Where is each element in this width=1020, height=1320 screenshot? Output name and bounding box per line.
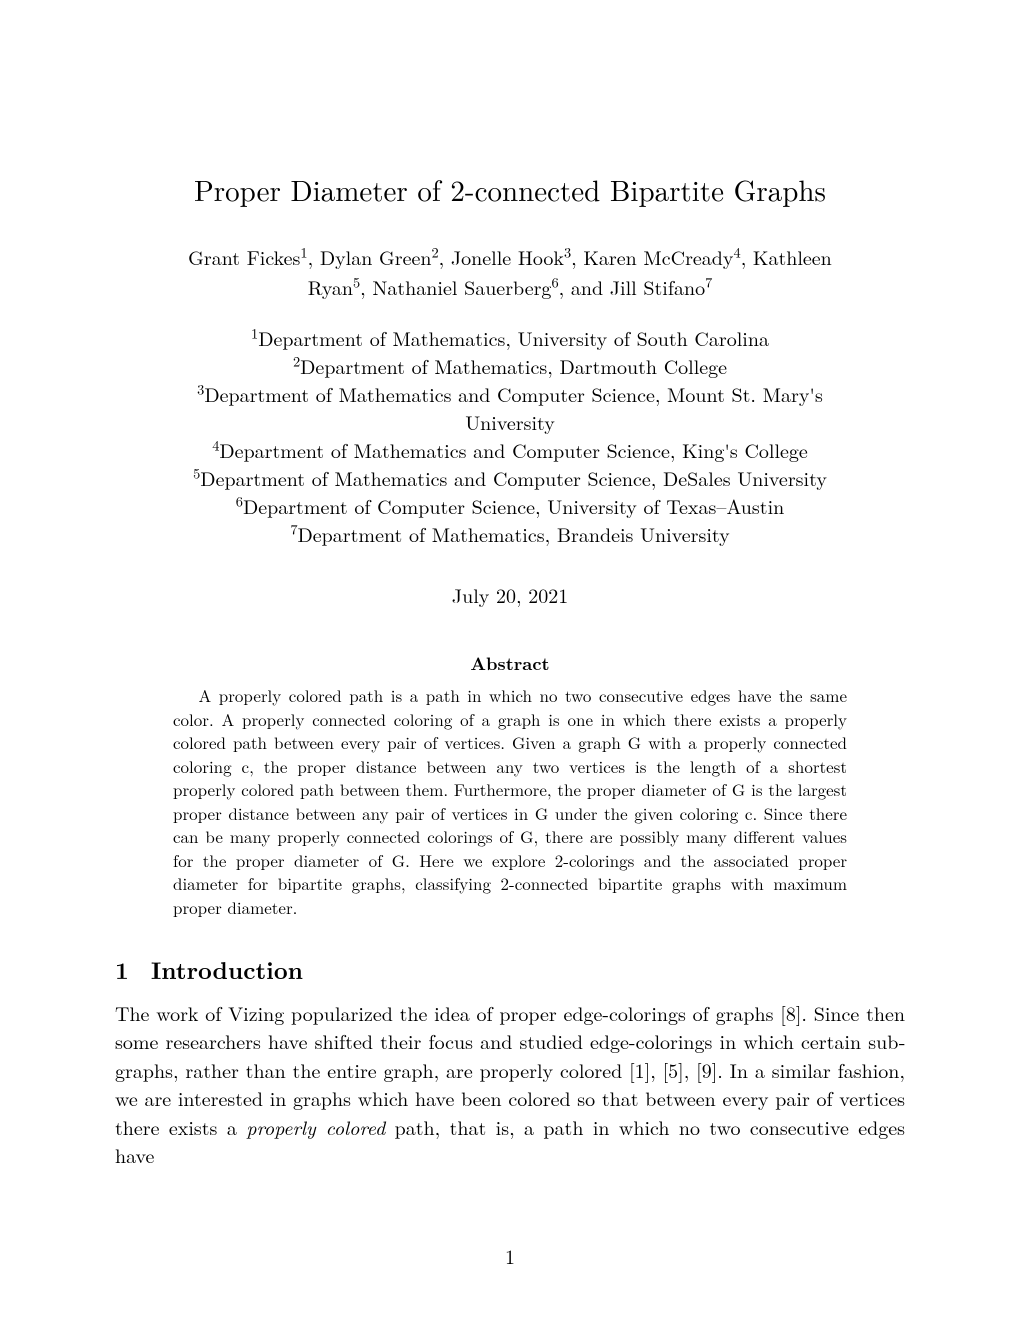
author-sup: 2 <box>431 243 438 263</box>
aff-sup: 7 <box>290 520 297 540</box>
author-sep: , and Jill Stifano <box>559 272 705 301</box>
affiliation: Department of Computer Science, Universi… <box>243 491 784 520</box>
aff-sup: 6 <box>236 492 243 512</box>
author-sup: 6 <box>551 273 558 293</box>
affiliations-block: 1Department of Mathematics, University o… <box>115 324 905 548</box>
author-sup: 1 <box>300 243 307 263</box>
intro-italic: properly colored <box>246 1112 385 1141</box>
affiliation: Department of Mathematics and Computer S… <box>219 435 807 464</box>
author-sep: , Nathaniel Sauerberg <box>360 272 551 301</box>
author-name: Ryan <box>308 272 353 301</box>
author-sup: 4 <box>733 243 740 263</box>
affiliation: Department of Mathematics, Brandeis Univ… <box>298 519 730 548</box>
paper-page: Proper Diameter of 2-connected Bipartite… <box>0 0 1020 1320</box>
abstract-body: A properly colored path is a path in whi… <box>173 684 847 919</box>
paper-date: July 20, 2021 <box>115 580 905 609</box>
abstract-heading: Abstract <box>115 651 905 676</box>
author-sup: 7 <box>705 273 712 293</box>
section-title: Introduction <box>151 953 303 987</box>
affiliation: Department of Mathematics, Dartmouth Col… <box>300 351 727 380</box>
author-name: Grant Fickes <box>188 242 300 271</box>
section-number: 1 <box>115 953 129 987</box>
intro-paragraph: The work of Vizing popularized the idea … <box>115 999 905 1169</box>
author-sep: , Jonelle Hook <box>439 242 564 271</box>
affiliation: Department of Mathematics and Computer S… <box>200 463 827 492</box>
affiliation: Department of Mathematics and Computer S… <box>204 379 822 408</box>
authors-block: Grant Fickes1, Dylan Green2, Jonelle Hoo… <box>115 242 905 302</box>
affiliation: Department of Mathematics, University of… <box>258 323 769 352</box>
affiliation: University <box>465 407 555 436</box>
page-number: 1 <box>0 1241 1020 1270</box>
paper-title: Proper Diameter of 2-connected Bipartite… <box>115 169 905 210</box>
author-sep: , Karen McCready <box>571 242 733 271</box>
author-sep: , Kathleen <box>741 242 832 271</box>
section-heading: 1 Introduction <box>115 953 905 987</box>
author-sep: , Dylan Green <box>308 242 432 271</box>
